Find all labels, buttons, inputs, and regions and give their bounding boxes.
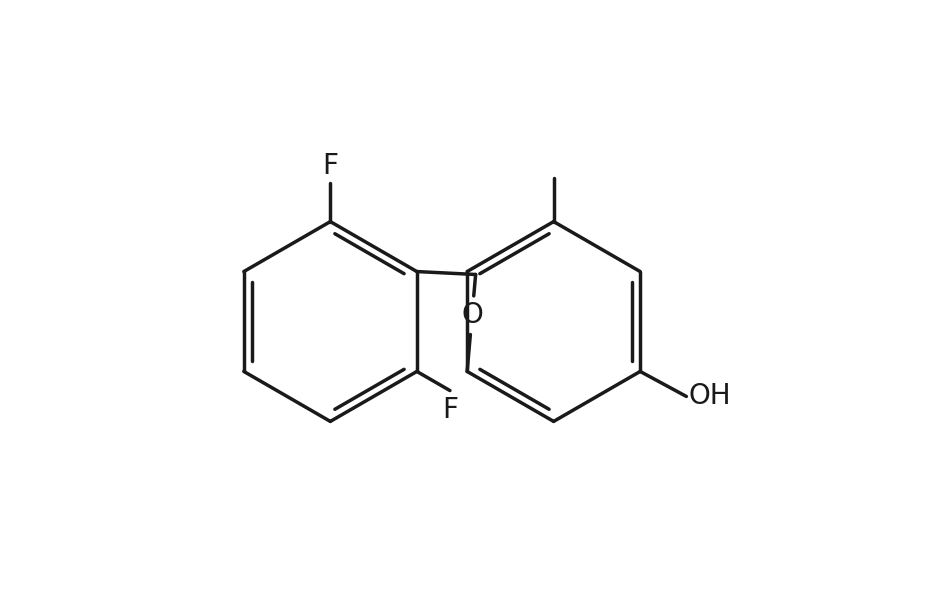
Text: F: F (442, 396, 458, 424)
Text: OH: OH (688, 383, 731, 411)
Text: F: F (322, 153, 338, 181)
Text: O: O (461, 301, 483, 329)
